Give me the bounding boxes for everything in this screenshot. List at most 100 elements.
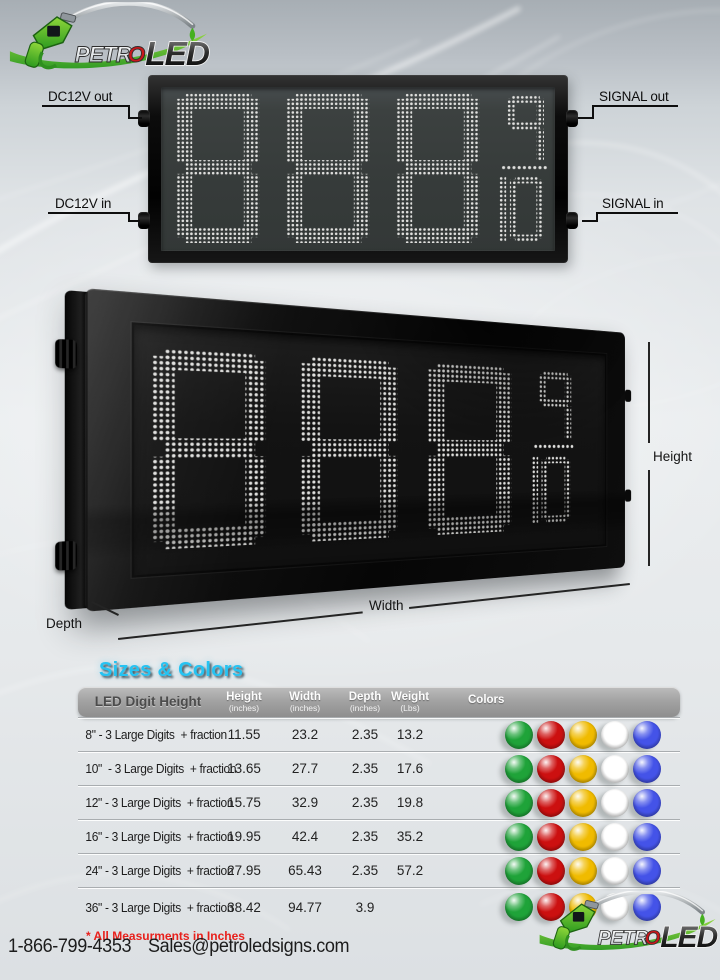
connector-nub xyxy=(624,489,632,502)
brand-logo xyxy=(6,2,212,81)
row-width: 42.4 xyxy=(291,829,319,844)
led-color-blue xyxy=(633,754,661,783)
row-name: 12" - 3 Large Digits + fraction xyxy=(85,795,234,810)
leader-line xyxy=(128,117,142,119)
leader-line xyxy=(42,105,130,107)
width-dimension-line xyxy=(118,611,363,640)
row-height: 15.75 xyxy=(227,795,261,810)
width-dimension-line xyxy=(409,583,630,609)
leader-line xyxy=(596,212,598,222)
row-weight: 19.8 xyxy=(396,795,424,810)
led-sign-front-view xyxy=(138,75,578,263)
color-options xyxy=(430,822,661,851)
table-row: 10" - 3 Large Digits + fraction 13.65 27… xyxy=(78,751,680,785)
led-color-red xyxy=(537,720,565,749)
leader-line xyxy=(592,105,594,119)
digit-8 xyxy=(286,93,370,243)
row-height: 38.42 xyxy=(227,899,261,915)
led-color-white xyxy=(601,822,629,851)
color-options xyxy=(430,754,661,783)
leader-line xyxy=(48,212,130,214)
led-color-green xyxy=(505,822,533,851)
led-color-red xyxy=(537,754,565,783)
leader-line xyxy=(582,220,596,222)
sizes-table: LED Digit Height Height (inches) Width (… xyxy=(78,687,680,943)
led-color-blue xyxy=(633,822,661,851)
led-color-blue xyxy=(633,788,661,817)
row-name: 10" - 3 Large Digits + fraction xyxy=(85,761,237,776)
leader-line xyxy=(128,220,140,222)
row-weight: 35.2 xyxy=(396,829,424,844)
label-signal-out: SIGNAL out xyxy=(599,89,669,104)
col-width-unit: (inches) xyxy=(289,703,321,713)
led-color-white xyxy=(601,788,629,817)
row-depth: 2.35 xyxy=(351,761,379,776)
row-width: 27.7 xyxy=(291,761,319,776)
digit-8 xyxy=(396,93,480,243)
leader-line xyxy=(592,105,678,107)
row-depth: 2.35 xyxy=(351,829,379,844)
led-color-green xyxy=(505,893,533,921)
row-width: 23.2 xyxy=(291,727,319,742)
col-height-unit: (inches) xyxy=(228,703,260,713)
row-name: 24" - 3 Large Digits + fraction xyxy=(85,863,234,878)
row-height: 19.95 xyxy=(227,829,261,844)
col-weight: Weight xyxy=(390,691,430,703)
row-width: 32.9 xyxy=(291,795,319,810)
led-color-red xyxy=(537,856,565,885)
led-color-yellow xyxy=(569,856,597,885)
label-signal-in: SIGNAL in xyxy=(602,196,664,211)
table-header: LED Digit Height Height (inches) Width (… xyxy=(78,687,680,717)
fraction-numerator-9 xyxy=(507,95,544,161)
row-height: 11.55 xyxy=(227,727,261,742)
digit-8 xyxy=(176,93,260,243)
row-width: 94.77 xyxy=(288,899,322,915)
color-options xyxy=(430,856,661,885)
depth-label: Depth xyxy=(46,616,83,631)
connector-nub xyxy=(138,110,150,127)
color-options xyxy=(430,720,661,749)
table-row: 12" - 3 Large Digits + fraction 15.75 32… xyxy=(78,785,680,819)
row-depth: 2.35 xyxy=(351,727,379,742)
fraction-bar xyxy=(501,165,547,171)
led-sign-perspective-view xyxy=(55,288,632,612)
connector-nub xyxy=(566,212,578,229)
led-color-green xyxy=(505,856,533,885)
row-depth: 2.35 xyxy=(351,863,379,878)
led-color-blue xyxy=(633,856,661,885)
label-dc12v-out: DC12V out xyxy=(48,89,113,104)
row-depth: 3.9 xyxy=(355,899,375,915)
leader-line xyxy=(128,105,130,119)
col-weight-unit: (Lbs) xyxy=(400,703,420,713)
table-row: 16" - 3 Large Digits + fraction 19.95 42… xyxy=(78,819,680,853)
led-color-yellow xyxy=(569,822,597,851)
col-width: Width xyxy=(289,691,321,703)
led-color-yellow xyxy=(569,788,597,817)
led-color-white xyxy=(601,720,629,749)
label-dc12v-in: DC12V in xyxy=(55,196,112,211)
led-color-white xyxy=(601,754,629,783)
col-depth-unit: (inches) xyxy=(349,703,381,713)
led-color-green xyxy=(505,720,533,749)
col-height: Height xyxy=(226,691,262,703)
leader-line xyxy=(596,212,678,214)
led-color-green xyxy=(505,754,533,783)
phone-number: 1-866-799-4353 xyxy=(8,936,132,957)
led-color-red xyxy=(537,788,565,817)
led-color-red xyxy=(537,822,565,851)
led-color-blue xyxy=(633,893,661,921)
led-color-blue xyxy=(633,720,661,749)
connector-nub xyxy=(566,110,578,127)
connector-nub xyxy=(138,212,150,229)
col-led-digit-height: LED Digit Height xyxy=(94,694,202,709)
fraction-denominator-10 xyxy=(499,176,546,242)
brand-logo xyxy=(536,891,720,961)
col-depth: Depth xyxy=(348,691,382,703)
row-height: 13.65 xyxy=(227,761,261,776)
color-options xyxy=(430,788,661,817)
row-depth: 2.35 xyxy=(351,795,379,810)
row-name: 36" - 3 Large Digits + fraction xyxy=(85,899,234,915)
connector-nub xyxy=(624,389,632,402)
leader-line xyxy=(128,212,130,222)
